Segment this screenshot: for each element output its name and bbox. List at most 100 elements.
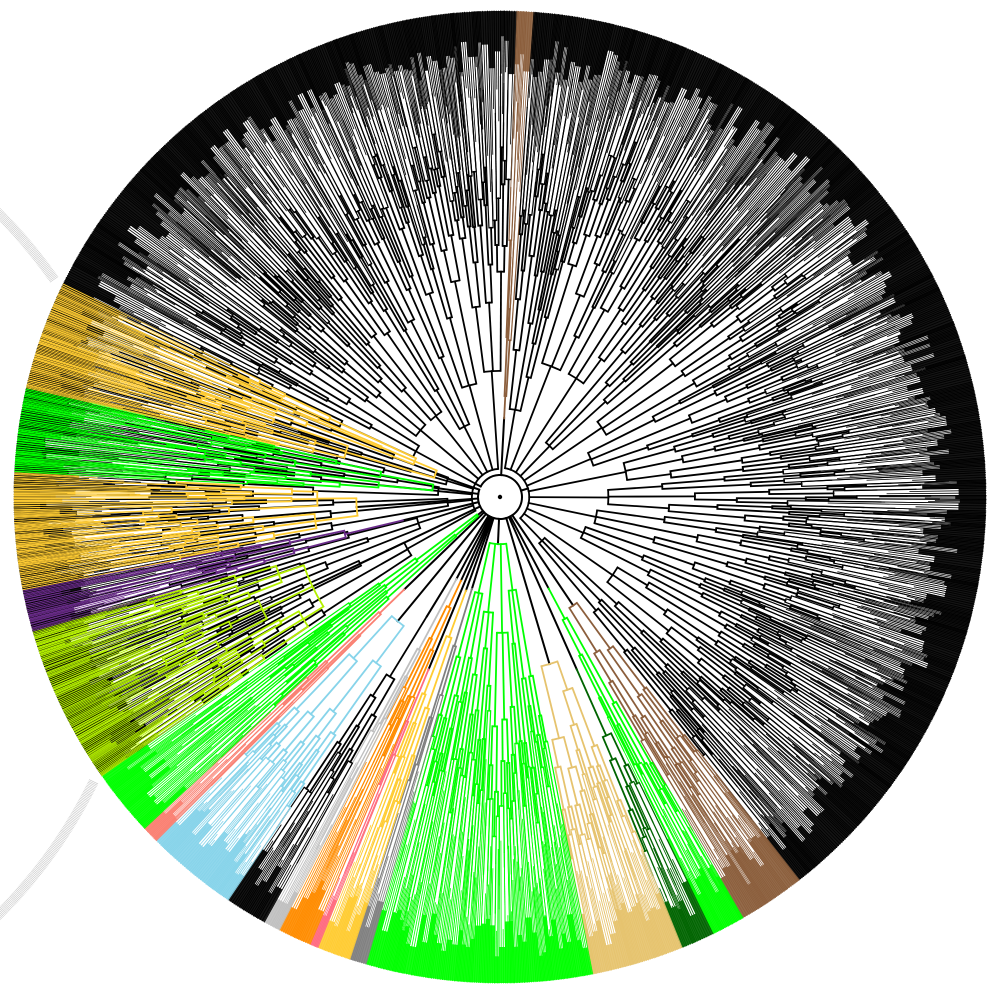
clade-black-right-sub-sub-sub-sub-fan-arc <box>750 666 753 669</box>
clade-black-top-sub-sub-node-arc <box>459 237 466 240</box>
clade-black-top-sub-sub-sub-branch <box>259 276 300 314</box>
clade-black-top-sub-sub-sub-stem <box>188 339 259 376</box>
clade-black-top-sub-sub-sub-stem <box>348 230 370 267</box>
clade-black-top-sub-sub-sub-sub-tip <box>21 575 84 588</box>
clade-black-right-sub-node-arc <box>528 322 533 325</box>
clade-black-top-sub-sub-sub-sub-stem <box>145 326 203 355</box>
clade-black-top-sub-sub-sub-sub-tip <box>102 215 201 285</box>
clade-black-top-sub-sub-sub-tip <box>159 149 229 220</box>
clade-black-top-sub-sub-sub-sub-tip <box>241 84 303 181</box>
clade-black-top-sub-sub-sub-sub-stem <box>302 163 347 237</box>
clade-black-right-sub-sub-sub-fan-arc <box>820 569 823 575</box>
clade-black-right-sub-sub-sub-fan-arc <box>787 558 790 563</box>
clade-black-right-sub-sub-branch <box>716 504 774 509</box>
clade-black-right-sub-node-arc <box>673 446 677 452</box>
clade-black-top-sub-sub-sub-tip <box>225 94 307 214</box>
clade-black-right-sub-sub-sub-sub-fan <box>865 202 891 224</box>
clade-black-top-sub-sub-sub-branch <box>223 429 247 437</box>
clade-black-right-sub-branch <box>693 490 771 495</box>
clade-black-top-sub-sub-sub-branch <box>262 272 311 318</box>
clade-black-top-branch <box>453 280 478 385</box>
clade-black-top-sub-sub-sub-sub-tip <box>56 663 132 699</box>
clade-black-top-sub-sub-sub-sub-tip <box>233 89 303 196</box>
clade-black-top-sub-sub-sub-sub-tip <box>152 156 230 233</box>
clade-black-top-sub-sub-branch <box>433 191 448 251</box>
clade-black-right-sub-sub-branch <box>719 630 745 647</box>
clade-black-top-sub-node-arc <box>368 424 373 430</box>
clade-black-right-sub-sub-sub-node-arc <box>754 343 758 347</box>
clade-skyblue-sub-sub-sub-fan <box>190 831 229 876</box>
clade-black-top-sub-sub-branch <box>257 367 293 387</box>
clade-black-top-sub-sub-sub-sub-tip <box>21 410 140 433</box>
clade-black-top-sub-sub-sub-tip <box>34 601 159 641</box>
clade-black-top-sub-sub-sub-sub-stem <box>176 221 273 304</box>
clade-black-top-sub-sub-sub-tip <box>16 445 148 461</box>
clade-black-top-sub-sub-node-arc <box>346 343 351 347</box>
clade-black-top-sub-sub-sub-sub-tip <box>211 104 251 157</box>
clade-black-top-sub-sub-sub-sub-tip <box>53 302 107 326</box>
clade-black-top-sub-sub-sub-sub-stem <box>301 193 319 220</box>
clade-black-top-sub-node-arc <box>401 387 407 393</box>
clade-black-top-sub-sub-branch <box>238 384 297 411</box>
clade-black-top-sub-sub-sub-tip <box>40 605 188 658</box>
clade-black-top-sub-sub-branch <box>295 383 328 403</box>
clade-black-top-sub-sub-sub-sub-fan <box>175 131 204 163</box>
clade-black-top-sub-sub-sub-sub-tip <box>94 228 210 305</box>
clade-black-top-sub-sub-sub-fan <box>112 199 163 240</box>
clade-black-top-sub-sub-sub-stem <box>177 460 219 467</box>
clade-black-top-sub-sub-sub-sub-tip <box>17 542 121 557</box>
clade-black-right-sub-sub-sub-sub-fan-arc <box>816 614 819 618</box>
clade-black-right-sub-sub-sub-sub-fan <box>812 794 854 834</box>
clade-black-top-sub-sub-branch <box>289 343 317 365</box>
clade-black-top-sub-sub-branch <box>344 259 374 303</box>
clade-black-top-sub-sub-node-arc <box>325 397 329 402</box>
clade-black-top-sub-sub-sub-sub-fan-arc <box>438 150 442 153</box>
clade-black-top-sub-sub-sub-branch <box>228 607 283 637</box>
clade-black-top-sub-sub-sub-sub-tip <box>99 733 157 774</box>
clade-black-top-sub-branch <box>301 559 360 588</box>
clade-black-top-sub-sub-sub-node-arc <box>422 201 426 204</box>
clade-black-top-sub-sub-sub-fan-arc <box>326 320 330 325</box>
clade-black-top-sub-sub-sub-sub-tip <box>141 167 242 261</box>
clade-black-top-sub-sub-sub-sub-tip <box>165 143 215 195</box>
clade-black-top-sub-sub-sub-branch <box>188 556 249 573</box>
clade-black-top-sub-sub-sub-sub-tip <box>27 578 167 614</box>
clade-black-right-node-arc <box>541 362 561 372</box>
clade-black-top-sub-sub-sub-sub-stem <box>161 338 197 356</box>
clade-black-top-sub-sub-sub-tip <box>112 201 185 257</box>
clade-black-top-sub-sub-sub-sub-tip <box>60 288 118 317</box>
clade-black-top-sub-sub-sub-tip <box>32 360 186 406</box>
clade-black-top-sub-sub-sub-sub-tip <box>147 161 225 236</box>
clade-black-top-sub-branch <box>376 242 416 321</box>
clade-black-right-sub-sub-node-arc <box>529 254 534 258</box>
clade-black-top-sub-sub-sub-tip <box>223 96 311 222</box>
clade-black-right-sub-sub-sub-node-arc <box>766 363 770 368</box>
clade-black-top-sub-sub-sub-tip <box>217 100 282 189</box>
clade-black-top-sub-sub-branch <box>240 336 279 361</box>
clade-black-top-sub-branch <box>280 598 311 616</box>
clade-black-top-sub-sub-sub-tip <box>68 271 160 320</box>
clade-black-top-sub-sub-sub-node-arc <box>308 313 312 317</box>
clade-black-right-sub-sub-sub-sub-stem <box>839 603 870 614</box>
clade-black-top-sub-sub-sub-sub-stem <box>221 174 305 271</box>
clade-black-right-sub-sub-sub-stem <box>790 355 906 397</box>
clade-black-top-sub-sub-sub-sub-stem <box>156 556 189 564</box>
clade-black-top-sub-branch <box>306 441 412 473</box>
clade-black-top-sub-branch <box>346 343 383 380</box>
clade-black-right-sub-node-arc <box>681 455 685 463</box>
clade-black-right-sub-sub-node-arc <box>691 433 694 437</box>
clade-black-top-sub-node-arc <box>382 468 386 473</box>
clade-black-top-sub-sub-sub-sub-tip <box>58 670 125 702</box>
clade-black-top-sub-sub-node-arc <box>403 328 407 332</box>
clade-black-top-sub-sub-sub-sub-tip <box>131 179 249 281</box>
backbone-black-top <box>473 482 483 488</box>
clade-black-right-sub-sub-sub-sub-stem <box>669 153 692 193</box>
clade-black-right-sub-branch <box>604 313 670 384</box>
clade-black-right-sub-sub-sub-sub-fan <box>819 167 862 206</box>
clade-black-right-sub-sub-sub-sub-fan <box>782 846 808 877</box>
clade-black-top-sub-sub-sub-tip <box>246 81 306 179</box>
clade-black-top-sub-sub-branch <box>216 536 258 545</box>
clade-black-right-sub-sub-branch <box>519 269 524 301</box>
clade-black-top-sub-sub-sub-tip <box>16 533 163 550</box>
clade-black-top-branch <box>439 356 471 426</box>
